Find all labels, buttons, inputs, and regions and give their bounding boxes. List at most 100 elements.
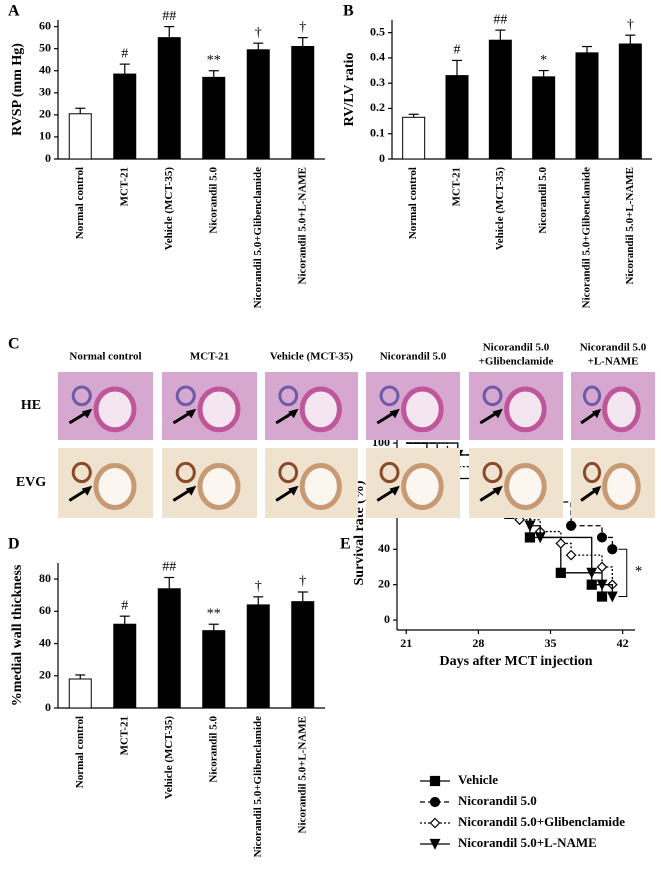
vessel (602, 386, 641, 433)
y-axis-label: RV/LV ratio (342, 53, 357, 127)
legend-label: Vehicle (458, 772, 498, 787)
significance-mark: † (255, 25, 262, 40)
y-tick-label: 0 (45, 151, 51, 165)
bar (202, 630, 226, 709)
column-header: Nicorandil 5.0 (483, 342, 550, 354)
significance-mark: † (255, 579, 262, 594)
marker (596, 579, 608, 591)
arrow-head (185, 485, 197, 496)
y-tick-label: 20 (378, 576, 390, 590)
vessel (379, 461, 400, 484)
x-tick-label: Nicorandil 5.0+L-NAME (296, 167, 308, 285)
vessel (482, 385, 503, 407)
x-tick-label: Normal control (407, 167, 419, 239)
y-axis-label: %medial wall thickness (10, 564, 25, 706)
significance-mark: † (299, 20, 306, 35)
marker (524, 520, 536, 532)
x-tick-label: Nicorandil 5.0+Glibenclamide (252, 167, 264, 308)
column-header: +Glibenclamide (479, 356, 554, 368)
vessel (197, 386, 241, 433)
x-tick-label: Nicorandil 5.0+L-NAME (296, 716, 308, 834)
marker (555, 567, 566, 578)
significance-mark: ** (207, 606, 221, 621)
vessel (278, 385, 299, 407)
legend-label: Nicorandil 5.0 (458, 793, 537, 808)
bar (113, 73, 137, 160)
marker (429, 796, 441, 808)
panel-label: D (8, 536, 20, 553)
vessel (582, 461, 602, 484)
x-tick-label: Nicorandil 5.0+Glibenclamide (252, 716, 264, 857)
bar (246, 604, 270, 709)
x-tick-label: Nicorandil 5.0 (207, 716, 219, 783)
significance-mark: † (627, 17, 634, 32)
y-tick-label: 20 (39, 668, 51, 682)
column-header: Vehicle (MCT-35) (270, 351, 354, 363)
marker (429, 775, 441, 787)
vessel (401, 463, 444, 510)
vessel (299, 386, 342, 433)
bar (445, 75, 469, 160)
y-axis-label: RVSP (mm Hg) (10, 43, 25, 136)
panel-label: C (8, 336, 20, 353)
marker (566, 520, 577, 531)
arrow-head (288, 485, 299, 496)
bar (157, 588, 181, 709)
y-tick-label: 80 (39, 571, 51, 585)
x-tick-label: MCT-21 (118, 716, 130, 755)
vessel (278, 461, 299, 484)
marker (555, 538, 567, 549)
x-tick-label: Vehicle (MCT-35) (163, 716, 175, 800)
marker (606, 591, 618, 603)
significance-mark: ## (162, 560, 176, 575)
significance-mark: # (454, 43, 461, 58)
significance-mark: * (635, 564, 643, 580)
x-tick-label: Nicorandil 5.0 (207, 167, 219, 234)
arrow-head (492, 408, 503, 419)
bar (618, 43, 642, 160)
vessel (197, 463, 241, 510)
significance-mark: # (121, 598, 128, 613)
marker (607, 544, 618, 555)
significance-mark: † (299, 574, 306, 589)
x-tick-label: Nicorandil 5.0 (537, 167, 549, 234)
column-header: Nicorandil 5.0 (580, 342, 647, 354)
marker (565, 549, 577, 561)
column-header: Nicorandil 5.0 (380, 351, 447, 363)
bar (488, 39, 512, 160)
column-header: Normal control (69, 351, 141, 363)
y-tick-label: 20 (39, 107, 51, 121)
significance-mark: ## (162, 9, 176, 24)
arrow-head (81, 485, 93, 496)
bar (291, 45, 315, 160)
y-tick-label: 0.4 (370, 50, 385, 64)
arrow-head (592, 485, 602, 496)
y-tick-label: 0 (384, 612, 390, 626)
vessel (582, 385, 602, 407)
marker (596, 591, 608, 602)
x-tick-label: Nicorandil 5.0+L-NAME (624, 167, 636, 285)
arrow-head (592, 408, 602, 419)
y-tick-label: 40 (39, 635, 51, 649)
x-tick-label: MCT-21 (118, 167, 130, 206)
x-tick-label: Normal control (74, 167, 86, 239)
vessel (71, 385, 92, 407)
vessel (175, 385, 196, 407)
y-tick-label: 50 (39, 40, 51, 54)
y-tick-label: 30 (39, 85, 51, 99)
marker (429, 817, 441, 829)
x-tick-label: 42 (617, 636, 629, 650)
x-tick-label: Vehicle (MCT-35) (163, 167, 175, 251)
marker (429, 838, 441, 850)
marker (534, 532, 546, 544)
x-tick-label: 35 (545, 636, 557, 650)
bar (291, 601, 315, 709)
vessel (482, 461, 503, 484)
vessel (93, 386, 137, 433)
arrow-head (492, 485, 503, 496)
significance-mark: ## (493, 12, 507, 27)
bar (402, 116, 426, 160)
arrow-head (185, 408, 197, 419)
y-tick-label: 0.3 (370, 75, 385, 89)
